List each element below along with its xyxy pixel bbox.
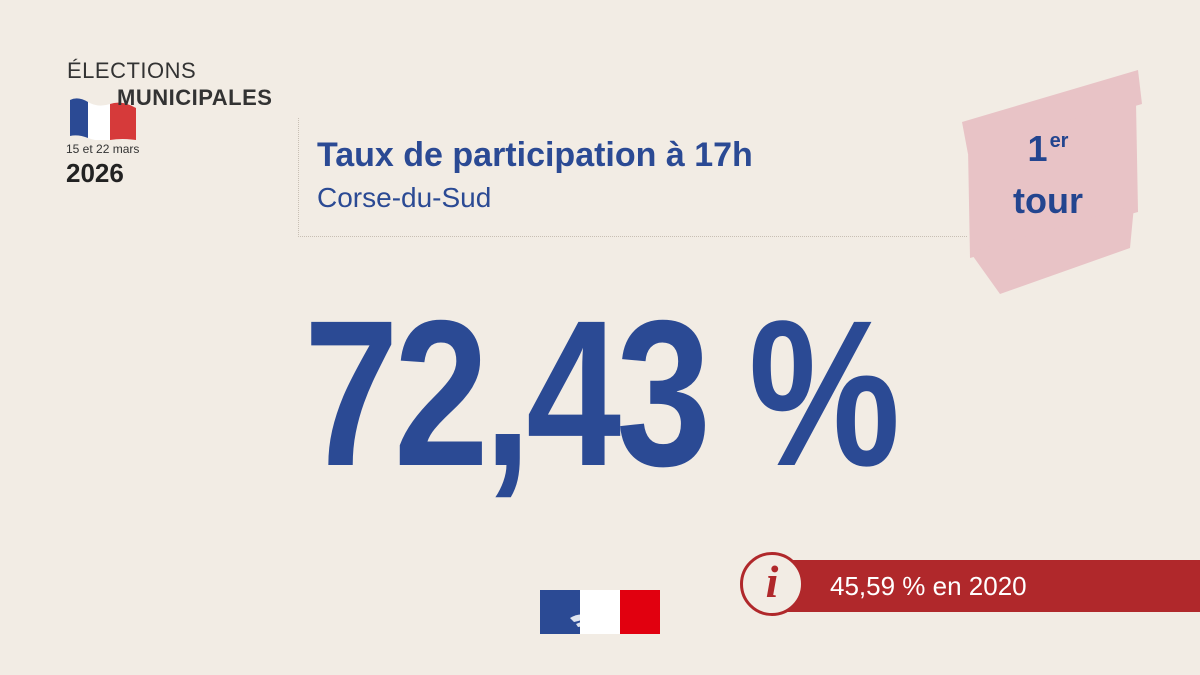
- logo-dates: 15 et 22 mars: [66, 142, 140, 156]
- participation-rate: 72,43 %: [303, 278, 900, 510]
- round-word: tour: [1013, 180, 1083, 221]
- brush-stroke-shape: [962, 70, 1142, 294]
- department-name: Corse-du-Sud: [317, 182, 492, 213]
- logo-line1: ÉLECTIONS: [67, 58, 197, 83]
- logo-line2: MUNICIPALES: [117, 85, 273, 110]
- elections-logo: ÉLECTIONS MUNICIPALES 15 et 22 mars 2026: [62, 58, 292, 198]
- logo-year: 2026: [66, 158, 124, 188]
- round-number-suffix: er: [1049, 130, 1069, 152]
- previous-result-banner: i 45,59 % en 2020: [740, 552, 1200, 616]
- round-badge: 1 er tour: [948, 62, 1148, 298]
- french-flag-icon: [70, 98, 136, 140]
- round-number-value: 1: [1027, 128, 1048, 169]
- info-icon: i: [740, 552, 804, 616]
- marianne-logo-icon: [540, 590, 660, 634]
- previous-result-text: 45,59 % en 2020: [830, 571, 1027, 601]
- info-glyph: i: [765, 556, 779, 607]
- banner-band: [760, 560, 1200, 612]
- title-box: Taux de participation à 17h Corse-du-Sud: [298, 118, 967, 237]
- round-number: 1 er: [948, 128, 1148, 170]
- page-title: Taux de participation à 17h: [317, 136, 753, 174]
